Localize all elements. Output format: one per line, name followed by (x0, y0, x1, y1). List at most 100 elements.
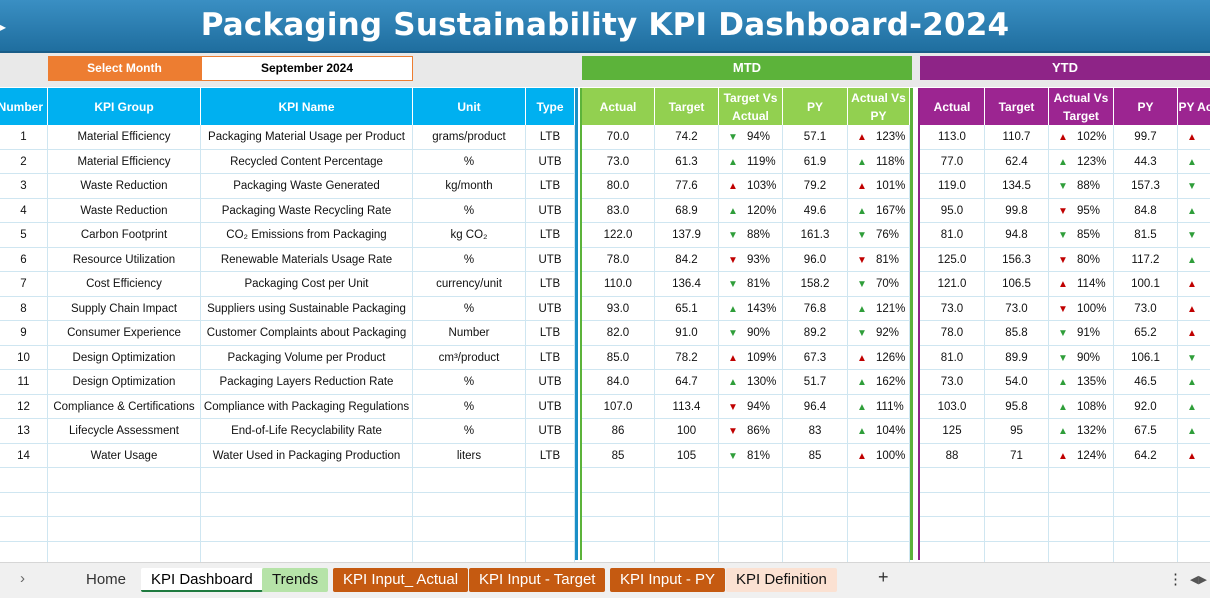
cell-ytd-actual-vs-target[interactable]: ▼ 88% (1049, 174, 1114, 199)
cell-kpi-group[interactable]: Consumer Experience (48, 321, 201, 346)
cell-kpi-group[interactable]: Carbon Footprint (48, 223, 201, 248)
cell-mtd-actual[interactable]: 82.0 (582, 321, 655, 346)
cell-ytd-actual[interactable]: 73.0 (920, 296, 985, 321)
cell-number[interactable]: 13 (0, 419, 48, 444)
cell-type[interactable]: UTB (526, 149, 575, 174)
cell-kpi-group[interactable] (48, 492, 201, 517)
cell-kpi-group[interactable]: Waste Reduction (48, 198, 201, 223)
cell-ytd-py-vs-actual[interactable]: ▼ (1178, 346, 1210, 370)
cell-kpi-name[interactable] (201, 517, 413, 542)
cell-kpi-group[interactable]: Compliance & Certifications (48, 394, 201, 419)
cell-ytd-target[interactable]: 99.8 (985, 198, 1049, 223)
cell-ytd-target[interactable]: 89.9 (985, 345, 1049, 370)
cell-ytd-py[interactable] (1114, 468, 1178, 493)
cell-mtd-target-vs-actual[interactable]: ▲ 130% (719, 370, 783, 395)
cell-ytd-actual-vs-target[interactable] (1049, 517, 1114, 542)
cell-ytd-actual[interactable]: 125 (920, 419, 985, 444)
cell-ytd-py[interactable]: 81.5 (1114, 223, 1178, 248)
cell-unit[interactable]: % (413, 419, 526, 444)
cell-ytd-actual-vs-target[interactable]: ▼ 91% (1049, 321, 1114, 346)
cell-ytd-actual-vs-target[interactable] (1049, 492, 1114, 517)
cell-kpi-name[interactable]: Packaging Waste Generated (201, 174, 413, 199)
more-options-icon[interactable]: ⋮ (1168, 571, 1183, 588)
cell-mtd-actual-vs-py[interactable]: ▲ 162% (848, 370, 910, 395)
cell-type[interactable]: LTB (526, 223, 575, 248)
tab-kpi-input-py[interactable]: KPI Input - PY (610, 568, 726, 592)
cell-type[interactable]: UTB (526, 198, 575, 223)
cell-ytd-actual-vs-target[interactable]: ▲ 132% (1049, 419, 1114, 444)
cell-type[interactable]: LTB (526, 272, 575, 297)
cell-mtd-target[interactable]: 91.0 (655, 321, 719, 346)
cell-mtd-actual-vs-py[interactable]: ▲ 126% (848, 345, 910, 370)
cell-ytd-py[interactable]: 46.5 (1114, 370, 1178, 395)
cell-mtd-actual-vs-py[interactable]: ▲ 123% (848, 125, 910, 150)
cell-ytd-py[interactable]: 99.7 (1114, 125, 1178, 150)
cell-ytd-actual[interactable]: 77.0 (920, 149, 985, 174)
cell-unit[interactable]: % (413, 370, 526, 395)
cell-ytd-py[interactable]: 100.1 (1114, 272, 1178, 297)
cell-mtd-target-vs-actual[interactable]: ▲ 109% (719, 345, 783, 370)
cell-mtd-actual[interactable]: 107.0 (582, 394, 655, 419)
cell-kpi-name[interactable]: Packaging Cost per Unit (201, 272, 413, 297)
cell-ytd-py-vs-actual[interactable]: ▲ (1178, 419, 1210, 444)
cell-ytd-target[interactable]: 71 (985, 443, 1049, 468)
cell-ytd-py-vs-actual[interactable]: ▲ (1178, 125, 1210, 150)
cell-ytd-py[interactable]: 67.5 (1114, 419, 1178, 444)
cell-ytd-target[interactable]: 62.4 (985, 149, 1049, 174)
cell-kpi-group[interactable]: Material Efficiency (48, 125, 201, 150)
cell-ytd-py[interactable] (1114, 492, 1178, 517)
cell-mtd-py[interactable]: 76.8 (783, 296, 848, 321)
cell-ytd-target[interactable]: 156.3 (985, 247, 1049, 272)
cell-mtd-py[interactable] (783, 492, 848, 517)
cell-mtd-target[interactable] (655, 468, 719, 493)
cell-mtd-py[interactable]: 96.4 (783, 394, 848, 419)
cell-mtd-py[interactable]: 51.7 (783, 370, 848, 395)
cell-ytd-target[interactable] (985, 468, 1049, 493)
cell-type[interactable]: UTB (526, 247, 575, 272)
cell-type[interactable] (526, 492, 575, 517)
cell-mtd-target-vs-actual[interactable] (719, 492, 783, 517)
cell-ytd-actual-vs-target[interactable]: ▼ 100% (1049, 296, 1114, 321)
cell-mtd-actual-vs-py[interactable]: ▼ 92% (848, 321, 910, 346)
cell-mtd-py[interactable]: 61.9 (783, 149, 848, 174)
cell-number[interactable]: 12 (0, 394, 48, 419)
cell-mtd-actual[interactable]: 78.0 (582, 247, 655, 272)
cell-ytd-target[interactable]: 85.8 (985, 321, 1049, 346)
cell-mtd-target-vs-actual[interactable]: ▲ 119% (719, 149, 783, 174)
cell-mtd-target-vs-actual[interactable]: ▼ 93% (719, 247, 783, 272)
cell-ytd-py[interactable]: 117.2 (1114, 247, 1178, 272)
cell-mtd-py[interactable]: 161.3 (783, 223, 848, 248)
cell-kpi-name[interactable]: Packaging Material Usage per Product (201, 125, 413, 150)
cell-ytd-target[interactable]: 94.8 (985, 223, 1049, 248)
cell-ytd-actual-vs-target[interactable]: ▲ 124% (1049, 443, 1114, 468)
cell-mtd-target-vs-actual[interactable]: ▼ 94% (719, 125, 783, 150)
cell-ytd-py-vs-actual[interactable]: ▲ (1178, 297, 1210, 321)
cell-unit[interactable] (413, 468, 526, 493)
cell-mtd-target[interactable]: 61.3 (655, 149, 719, 174)
cell-kpi-name[interactable] (201, 492, 413, 517)
cell-type[interactable]: UTB (526, 419, 575, 444)
cell-kpi-group[interactable]: Cost Efficiency (48, 272, 201, 297)
cell-mtd-target-vs-actual[interactable]: ▼ 94% (719, 394, 783, 419)
month-selector[interactable]: September 2024 (201, 56, 413, 81)
cell-ytd-target[interactable]: 110.7 (985, 125, 1049, 150)
cell-kpi-name[interactable]: Packaging Waste Recycling Rate (201, 198, 413, 223)
cell-mtd-actual-vs-py[interactable]: ▲ 101% (848, 174, 910, 199)
cell-ytd-target[interactable]: 134.5 (985, 174, 1049, 199)
cell-ytd-py[interactable]: 106.1 (1114, 345, 1178, 370)
cell-ytd-actual[interactable] (920, 492, 985, 517)
cell-type[interactable] (526, 468, 575, 493)
cell-kpi-group[interactable]: Lifecycle Assessment (48, 419, 201, 444)
cell-mtd-py[interactable]: 67.3 (783, 345, 848, 370)
tab-kpi-definition[interactable]: KPI Definition (726, 568, 837, 592)
tab-kpi-input-actual[interactable]: KPI Input_ Actual (333, 568, 469, 592)
cell-ytd-actual-vs-target[interactable]: ▲ 123% (1049, 149, 1114, 174)
cell-mtd-actual-vs-py[interactable]: ▼ 76% (848, 223, 910, 248)
cell-ytd-actual[interactable]: 103.0 (920, 394, 985, 419)
cell-kpi-group[interactable]: Material Efficiency (48, 149, 201, 174)
cell-ytd-target[interactable]: 95.8 (985, 394, 1049, 419)
cell-unit[interactable]: kg CO₂ (413, 223, 526, 248)
cell-ytd-target[interactable] (985, 492, 1049, 517)
cell-type[interactable]: LTB (526, 321, 575, 346)
cell-mtd-target[interactable]: 68.9 (655, 198, 719, 223)
